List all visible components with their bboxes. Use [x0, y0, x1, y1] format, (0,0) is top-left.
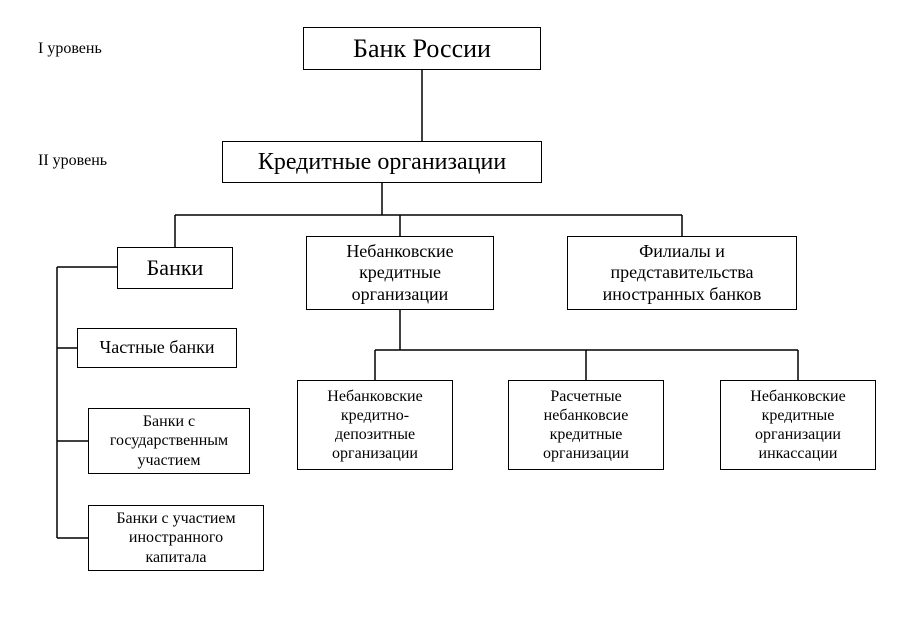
- node-nonbank-credit-text: Небанковские кредитные организации: [315, 241, 485, 306]
- node-private-banks: Частные банки: [77, 328, 237, 368]
- node-credit-orgs-text: Кредитные организации: [258, 148, 506, 177]
- node-foreign-banks-text: Банки с участием иностранного капитала: [97, 509, 255, 567]
- level-2-label: II уровень: [38, 152, 107, 170]
- node-nb-deposit: Небанковские кредитно-депозитные организ…: [297, 380, 453, 470]
- node-banks: Банки: [117, 247, 233, 289]
- node-nb-collection: Небанковские кредитные организации инкас…: [720, 380, 876, 470]
- node-nonbank-credit: Небанковские кредитные организации: [306, 236, 494, 310]
- node-private-banks-text: Частные банки: [100, 337, 215, 359]
- node-foreign-banks: Банки с участием иностранного капитала: [88, 505, 264, 571]
- node-nb-deposit-text: Небанковские кредитно-депозитные организ…: [306, 387, 444, 464]
- node-branches: Филиалы и представительства иностранных …: [567, 236, 797, 310]
- node-nb-settlement: Расчетные небанковсие кредитные организа…: [508, 380, 664, 470]
- node-branches-text: Филиалы и представительства иностранных …: [576, 241, 788, 306]
- node-state-banks: Банки с государственным участием: [88, 408, 250, 474]
- level-1-label: I уровень: [38, 40, 102, 58]
- node-root-text: Банк России: [353, 33, 491, 64]
- node-root: Банк России: [303, 27, 541, 70]
- node-banks-text: Банки: [147, 255, 204, 281]
- node-nb-settlement-text: Расчетные небанковсие кредитные организа…: [517, 387, 655, 464]
- node-nb-collection-text: Небанковские кредитные организации инкас…: [729, 387, 867, 464]
- node-credit-orgs: Кредитные организации: [222, 141, 542, 183]
- node-state-banks-text: Банки с государственным участием: [97, 412, 241, 470]
